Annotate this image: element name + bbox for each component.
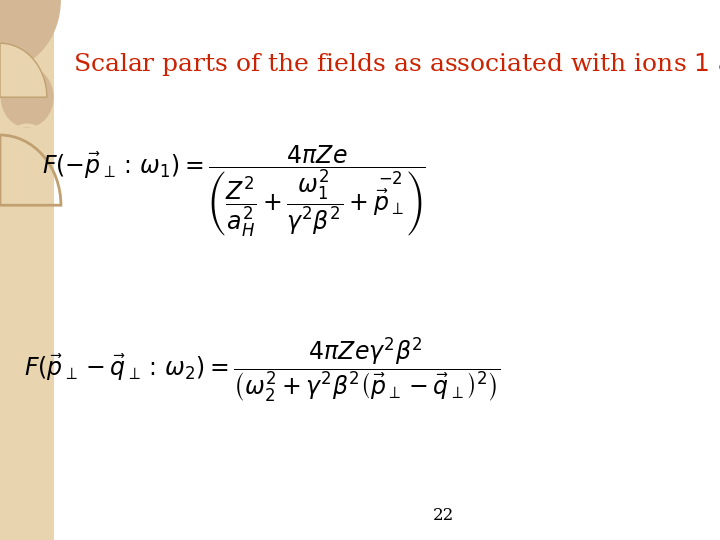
- Text: Scalar parts of the fields as associated with ions $\mathit{1}$ and 2;: Scalar parts of the fields as associated…: [73, 51, 720, 78]
- FancyBboxPatch shape: [0, 0, 54, 540]
- Wedge shape: [0, 0, 61, 70]
- Text: $F(-\vec{p}_{\perp}:\,\omega_1) = \dfrac{4\pi Z e}{\left(\dfrac{Z^2}{a_{H}^{2}} : $F(-\vec{p}_{\perp}:\,\omega_1) = \dfrac…: [42, 144, 426, 239]
- Text: 22: 22: [433, 507, 454, 524]
- Wedge shape: [0, 43, 47, 97]
- Text: $F(\vec{p}_{\perp} - \vec{q}_{\perp}:\,\omega_2) = \dfrac{4\pi Ze\gamma^2\beta^2: $F(\vec{p}_{\perp} - \vec{q}_{\perp}:\,\…: [24, 335, 501, 404]
- Circle shape: [1, 68, 53, 127]
